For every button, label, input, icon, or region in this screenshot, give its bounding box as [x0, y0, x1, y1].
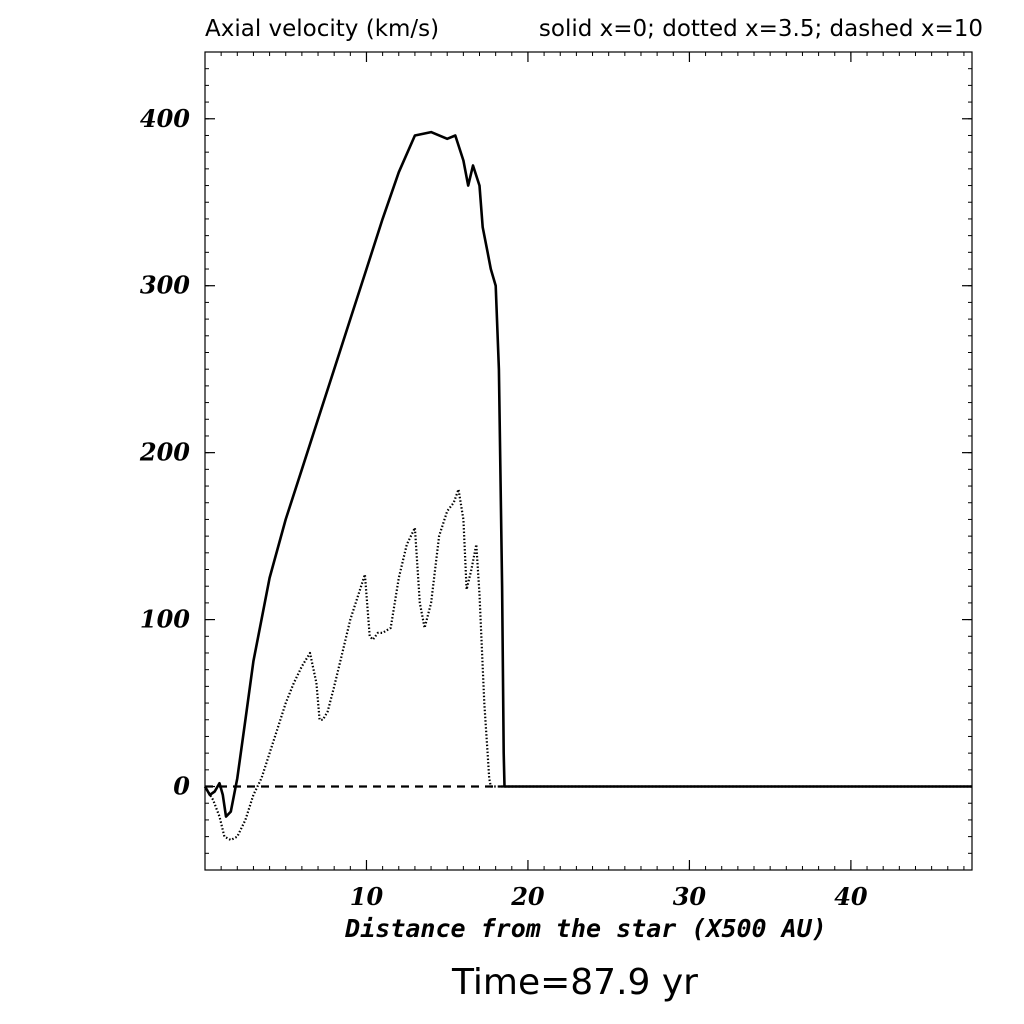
x-tick-label: 20	[510, 882, 545, 911]
y-tick-label: 0	[173, 772, 190, 801]
y-tick-label: 200	[139, 438, 190, 467]
chart-title: Axial velocity (km/s)	[205, 16, 439, 42]
x-tick-label: 10	[350, 882, 384, 911]
legend-text: solid x=0; dotted x=3.5; dashed x=10	[539, 16, 983, 42]
series-line-dotted	[204, 488, 972, 842]
plot-frame	[204, 51, 973, 871]
x-tick-label: 40	[834, 882, 868, 911]
x-axis-label: Distance from the star (X500 AU)	[344, 914, 827, 943]
time-label: Time=87.9 yr	[451, 962, 698, 1003]
y-tick-label: 100	[140, 605, 190, 634]
axis-ticks: 0 100 200 300 400 10 20 30 40	[139, 51, 972, 911]
y-tick-label: 300	[140, 271, 190, 300]
series-group	[203, 130, 972, 842]
series-line-solid	[203, 130, 972, 818]
x-tick-label: 30	[673, 882, 707, 911]
y-tick-label: 400	[140, 104, 190, 133]
